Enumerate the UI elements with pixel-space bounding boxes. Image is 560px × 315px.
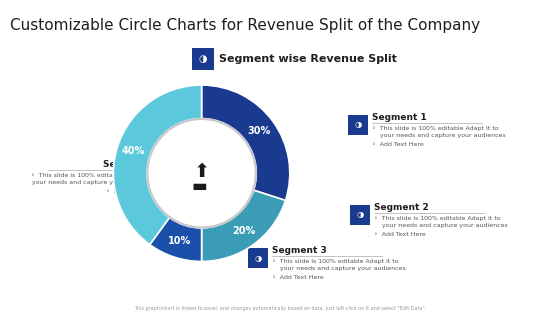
Text: Segment 4: Segment 4 [103, 160, 158, 169]
Text: Segment 3: Segment 3 [272, 246, 326, 255]
Text: 20%: 20% [232, 226, 255, 236]
Text: ◑: ◑ [354, 121, 362, 129]
Text: your needs and capture your audiences: your needs and capture your audiences [374, 223, 508, 228]
Text: 40%: 40% [122, 146, 145, 156]
Text: ◦  Add Text Here: ◦ Add Text Here [372, 142, 424, 147]
Text: ◑: ◑ [356, 210, 363, 220]
Wedge shape [202, 85, 290, 201]
Text: ◑: ◑ [199, 54, 207, 64]
Text: ◦  This slide is 100% editable Adapt it to: ◦ This slide is 100% editable Adapt it t… [272, 259, 399, 264]
Text: 10%: 10% [168, 236, 191, 246]
Circle shape [149, 121, 254, 226]
FancyBboxPatch shape [192, 48, 214, 70]
Text: your needs and capture your audiences: your needs and capture your audiences [372, 133, 506, 138]
Text: ▬: ▬ [192, 177, 208, 196]
Text: Customizable Circle Charts for Revenue Split of the Company: Customizable Circle Charts for Revenue S… [10, 18, 480, 33]
Text: Segment 2: Segment 2 [374, 203, 429, 212]
Text: Segment wise Revenue Split: Segment wise Revenue Split [219, 54, 397, 64]
FancyBboxPatch shape [348, 115, 368, 135]
Text: ◦  This slide is 100% editable Adapt it to: ◦ This slide is 100% editable Adapt it t… [374, 216, 501, 221]
Text: ⬆: ⬆ [193, 162, 210, 181]
Text: Segment 1: Segment 1 [372, 113, 427, 122]
Text: This graph/chart is linked to excel, and changes automatically based on data. Ju: This graph/chart is linked to excel, and… [134, 306, 426, 311]
Wedge shape [202, 190, 286, 261]
Wedge shape [150, 217, 202, 261]
FancyBboxPatch shape [162, 162, 182, 182]
Circle shape [147, 118, 256, 228]
Text: your needs and capture your audiences: your needs and capture your audiences [272, 266, 406, 271]
Text: ◑: ◑ [254, 254, 262, 262]
Text: ↻: ↻ [168, 167, 176, 177]
FancyBboxPatch shape [248, 248, 268, 268]
Text: ◦  Add Text Here: ◦ Add Text Here [272, 275, 324, 280]
Text: ◦  Add Text Here: ◦ Add Text Here [374, 232, 426, 237]
Text: your needs and capture your audiences: your needs and capture your audiences [24, 180, 158, 185]
Wedge shape [114, 85, 202, 245]
Text: ◦  This slide is 100% editable Adapt it to: ◦ This slide is 100% editable Adapt it t… [31, 173, 158, 178]
FancyBboxPatch shape [350, 205, 370, 225]
Text: 30%: 30% [248, 126, 271, 136]
Text: ◦  Add Text Here: ◦ Add Text Here [106, 189, 158, 194]
Text: ◦  This slide is 100% editable Adapt it to: ◦ This slide is 100% editable Adapt it t… [372, 126, 498, 131]
